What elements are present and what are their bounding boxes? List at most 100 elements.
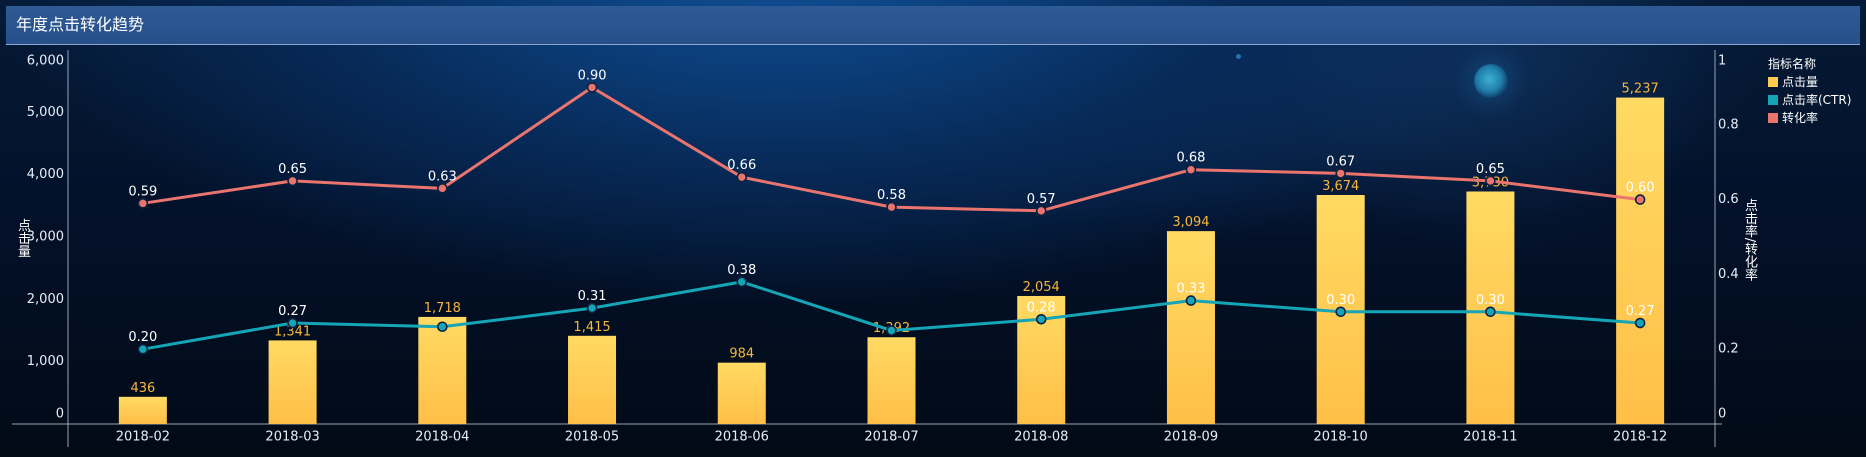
clicks-bar-label: 3,094 (1172, 215, 1209, 230)
conversion-point (586, 82, 598, 93)
conversion-swatch (1768, 113, 1778, 123)
left-y-tick-label: 5,000 (27, 105, 64, 120)
right-y-tick-label: 1 (1718, 54, 1726, 69)
clicks-bar (118, 396, 167, 424)
legend-item-clicks[interactable]: 点击量 (1768, 73, 1864, 91)
ctr-point-label: 0.38 (727, 263, 756, 278)
clicks-bar-label: 3,674 (1322, 179, 1359, 194)
conversion-point-label: 0.90 (578, 68, 607, 83)
ctr-point-label: 0.20 (128, 330, 157, 345)
x-tick-label: 2018-02 (116, 430, 170, 445)
conversion-point-label: 0.57 (1027, 192, 1056, 207)
x-tick-label: 2018-04 (415, 430, 469, 445)
clicks-bar (568, 335, 617, 424)
ctr-point-label: 0.33 (1176, 282, 1205, 297)
right-y-tick-label: 0.8 (1718, 117, 1739, 132)
x-tick-label: 2018-10 (1314, 430, 1368, 445)
panel-header: 年度点击转化趋势 (6, 6, 1860, 45)
left-y-tick-label: 0 (56, 407, 64, 422)
clicks-bar-label: 1,415 (573, 320, 610, 335)
ctr-point (1634, 317, 1646, 329)
x-tick-label: 2018-08 (1014, 430, 1068, 445)
clicks-bar-label: 2,054 (1023, 280, 1060, 295)
ctr-series: 0.20 0.27 0.31 0.38 0.28 0.33 0.30 0.30 0.27 (128, 263, 1655, 355)
clicks-bar (418, 316, 467, 424)
ctr-point (287, 317, 298, 329)
decorative-planet (1474, 64, 1508, 98)
ctr-point (137, 343, 149, 355)
ctr-point (736, 276, 748, 288)
conversion-point (1335, 168, 1346, 179)
clicks-bar (1616, 97, 1665, 424)
conversion-point (736, 171, 748, 183)
ctr-point (437, 321, 448, 333)
clicks-swatch (1768, 77, 1778, 87)
right-y-tick-label: 0.2 (1718, 342, 1739, 357)
clicks-bar (1166, 231, 1215, 424)
x-tick-label: 2018-12 (1613, 430, 1667, 445)
ctr-point (1035, 313, 1047, 325)
x-tick-label: 2018-11 (1463, 430, 1517, 445)
clicks-bar (867, 337, 916, 424)
ctr-point (1485, 306, 1496, 318)
conversion-point-label: 0.68 (1176, 151, 1205, 166)
axes: 0 1,000 2,000 3,000 4,000 5,000 6,000 0 0.2 0.4 0.… (12, 50, 1739, 447)
conversion-point-label: 0.67 (1326, 154, 1355, 169)
left-y-tick-label: 4,000 (27, 167, 64, 182)
ctr-point-label: 0.31 (578, 289, 607, 304)
x-tick-label: 2018-03 (265, 430, 319, 445)
clicks-bar-label: 5,237 (1622, 82, 1659, 97)
ctr-point-label: 0.28 (1027, 300, 1056, 315)
left-y-tick-label: 3,000 (27, 230, 64, 245)
conversion-point-label: 0.65 (1476, 162, 1505, 177)
left-y-tick-label: 2,000 (27, 292, 64, 307)
clicks-bar (717, 362, 766, 424)
clicks-bar-label: 1,341 (274, 324, 311, 339)
ctr-point-label: 0.27 (1626, 304, 1655, 319)
ctr-point (1335, 306, 1346, 318)
conversion-point (1035, 205, 1047, 217)
clicks-bar-label: 984 (729, 347, 754, 362)
clicks-bar (268, 340, 317, 424)
ctr-point (1185, 295, 1197, 306)
legend-item-conversion[interactable]: 转化率 (1768, 109, 1864, 127)
panel-title: 年度点击转化趋势 (16, 15, 145, 34)
ctr-point-label: 0.30 (1476, 293, 1505, 308)
conversion-series: 0.59 0.65 0.63 0.90 0.66 0.58 0.57 0.68 0.67 0.65… (128, 68, 1655, 217)
x-tick-label: 2018-09 (1164, 430, 1218, 445)
conversion-point-label: 0.65 (278, 162, 307, 177)
left-y-tick-label: 6,000 (27, 54, 64, 69)
ctr-swatch (1768, 95, 1778, 105)
legend: 指标名称 点击量 点击率(CTR) 转化率 (1768, 55, 1864, 127)
conversion-point (886, 201, 897, 213)
conversion-point (137, 198, 149, 209)
left-y-tick-label: 1,000 (27, 354, 64, 369)
conversion-point-label: 0.60 (1626, 181, 1655, 196)
x-tick-label: 2018-05 (565, 430, 619, 445)
x-tick-label: 2018-06 (715, 430, 769, 445)
conversion-point (437, 183, 448, 194)
left-y-axis-title: 点击量 (15, 218, 30, 258)
x-tick-label: 2018-07 (864, 430, 918, 445)
conversion-point-label: 0.63 (428, 169, 457, 184)
conversion-point (1485, 175, 1496, 187)
right-y-tick-label: 0 (1718, 407, 1726, 422)
ctr-point-label: 0.30 (1326, 293, 1355, 308)
right-y-tick-label: 0.4 (1718, 267, 1739, 282)
ctr-point (886, 325, 897, 336)
legend-item-ctr[interactable]: 点击率(CTR) (1768, 91, 1864, 109)
right-y-axis-title: 点击率/转化率 (1742, 198, 1757, 282)
conversion-point-label: 0.66 (727, 158, 756, 173)
clicks-bar-label: 436 (130, 381, 155, 396)
decorative-star (1236, 54, 1241, 59)
conversion-point-label: 0.59 (128, 184, 157, 199)
clicks-bar-label: 1,718 (424, 301, 461, 316)
legend-label-conversion: 转化率 (1782, 111, 1819, 125)
legend-label-clicks: 点击量 (1782, 75, 1819, 89)
conversion-point (287, 175, 298, 187)
legend-label-ctr: 点击率(CTR) (1782, 93, 1852, 107)
clicks-series: 4361,3411,7181,4159841,3922,0543,0943,67… (118, 82, 1665, 424)
legend-title: 指标名称 (1768, 57, 1817, 71)
